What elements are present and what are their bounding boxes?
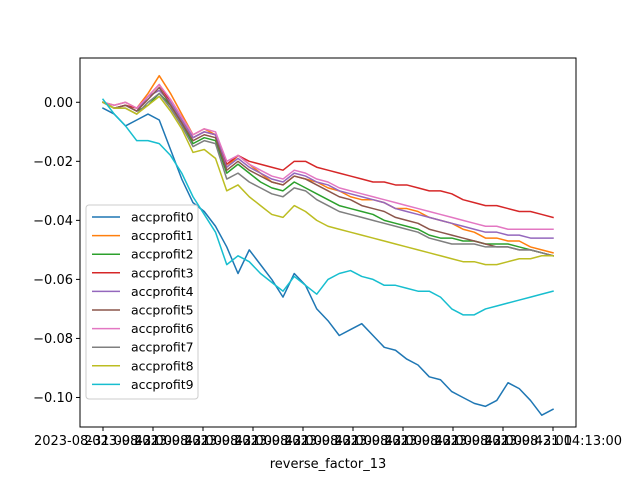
x-tick-label: 2023-08-31 09:42:00 xyxy=(134,434,272,449)
x-tick-label: 2023-08-31 09:42:00 xyxy=(184,434,322,449)
y-tick-label: −0.06 xyxy=(33,273,73,288)
legend-label-accprofit7: accprofit7 xyxy=(131,340,194,355)
x-tick-label: 2023-08-31 09:42:00 xyxy=(84,434,222,449)
series-layer xyxy=(101,74,555,416)
series-line-accprofit0 xyxy=(101,107,555,416)
x-axis-label: reverse_factor_13 xyxy=(270,457,387,472)
legend-label-accprofit0: accprofit0 xyxy=(131,210,194,225)
series-line-accprofit5 xyxy=(101,86,554,257)
y-tick-label: 0.00 xyxy=(44,96,73,111)
y-tick-label: −0.08 xyxy=(33,332,73,347)
legend-label-accprofit8: accprofit8 xyxy=(131,358,194,373)
legend: accprofit0 accprofit1 accprofit2 accprofit3… xyxy=(85,204,199,400)
legend-label-accprofit2: accprofit2 xyxy=(131,247,194,262)
legend-label-accprofit1: accprofit1 xyxy=(131,228,194,243)
series-line-accprofit6 xyxy=(102,83,554,230)
legend-label-accprofit3: accprofit3 xyxy=(131,265,194,280)
x-tick-label: 2023-08-31 09:42:00 xyxy=(34,434,172,449)
series-line-accprofit7 xyxy=(101,92,554,257)
x-tick-label: 2023-08-31 14:13:00 xyxy=(484,434,622,449)
x-tick-label: 2023-08-31 09:42:00 xyxy=(234,434,372,449)
plot-frame xyxy=(79,57,577,428)
series-line-accprofit8 xyxy=(101,95,554,266)
series-line-accprofit4 xyxy=(101,89,554,239)
x-tick-label: 2023-08-31 09:42:00 xyxy=(334,434,472,449)
series-line-accprofit1 xyxy=(102,74,554,254)
y-tick-label: −0.02 xyxy=(33,155,73,170)
x-tick-label: 2023-08-31 09:42:00 xyxy=(284,434,422,449)
legend-label-accprofit9: accprofit9 xyxy=(131,377,194,392)
y-tick-label: −0.10 xyxy=(33,391,73,406)
legend-label-accprofit4: accprofit4 xyxy=(131,284,194,299)
legend-label-accprofit5: accprofit5 xyxy=(131,303,194,318)
x-tick-label: 2023-08-31 09:42:00 xyxy=(434,434,572,449)
legend-label-accprofit6: accprofit6 xyxy=(131,321,194,336)
y-tick-label: −0.04 xyxy=(33,214,73,229)
series-line-accprofit9 xyxy=(101,98,554,316)
x-tick-label: 2023-08-31 09:42:00 xyxy=(384,434,522,449)
y-axis: 0.00 −0.02 −0.04 −0.06 −0.08 −0.10 xyxy=(33,96,80,406)
